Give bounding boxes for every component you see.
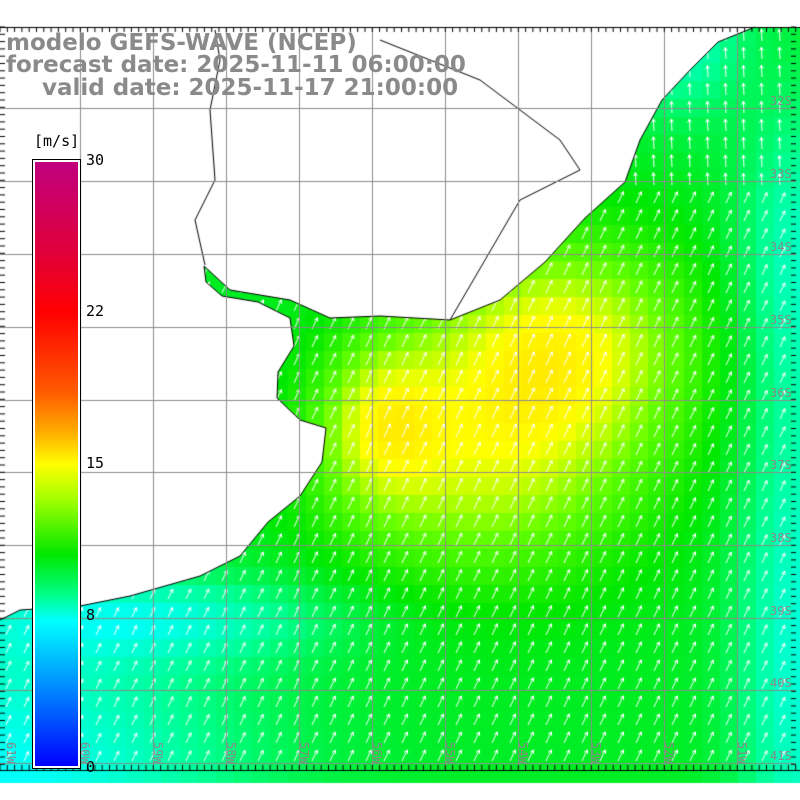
- colorbar-tick: 15: [86, 454, 105, 472]
- longitude-label: 61W: [4, 742, 18, 764]
- colorbar-tick: 0: [86, 758, 96, 776]
- longitude-label: 54W: [516, 742, 530, 764]
- latitude-label: 40S: [770, 676, 792, 690]
- latitude-label: 39S: [770, 604, 792, 618]
- valid-date: valid date: 2025-11-17 21:00:00: [42, 75, 459, 101]
- longitude-label: 60W: [78, 742, 92, 764]
- latitude-label: 36S: [770, 386, 792, 400]
- longitude-label: 59W: [151, 742, 165, 764]
- longitude-label: 55W: [443, 742, 457, 764]
- latitude-label: 41S: [770, 749, 792, 763]
- colorbar-tick: 8: [86, 606, 96, 624]
- colorbar-tick: 30: [86, 151, 105, 169]
- longitude-label: 58W: [224, 742, 238, 764]
- latitude-label: 32S: [770, 94, 792, 108]
- latitude-label: 35S: [770, 313, 792, 327]
- colorbar-tick: 22: [86, 302, 105, 320]
- colorbar-unit: [m/s]: [34, 132, 80, 150]
- latitude-label: 34S: [770, 240, 792, 254]
- longitude-label: 56W: [370, 742, 384, 764]
- colorbar: [32, 159, 81, 769]
- forecast-date: forecast date: 2025-11-11 06:00:00: [6, 52, 466, 78]
- longitude-label: 57W: [297, 742, 311, 764]
- colorbar-gradient: [35, 162, 78, 766]
- longitude-label: 51W: [735, 742, 749, 764]
- latitude-label: 37S: [770, 458, 792, 472]
- model-title: modelo GEFS-WAVE (NCEP): [6, 30, 357, 56]
- longitude-label: 52W: [662, 742, 676, 764]
- latitude-label: 33S: [770, 167, 792, 181]
- longitude-label: 53W: [589, 742, 603, 764]
- latitude-label: 38S: [770, 531, 792, 545]
